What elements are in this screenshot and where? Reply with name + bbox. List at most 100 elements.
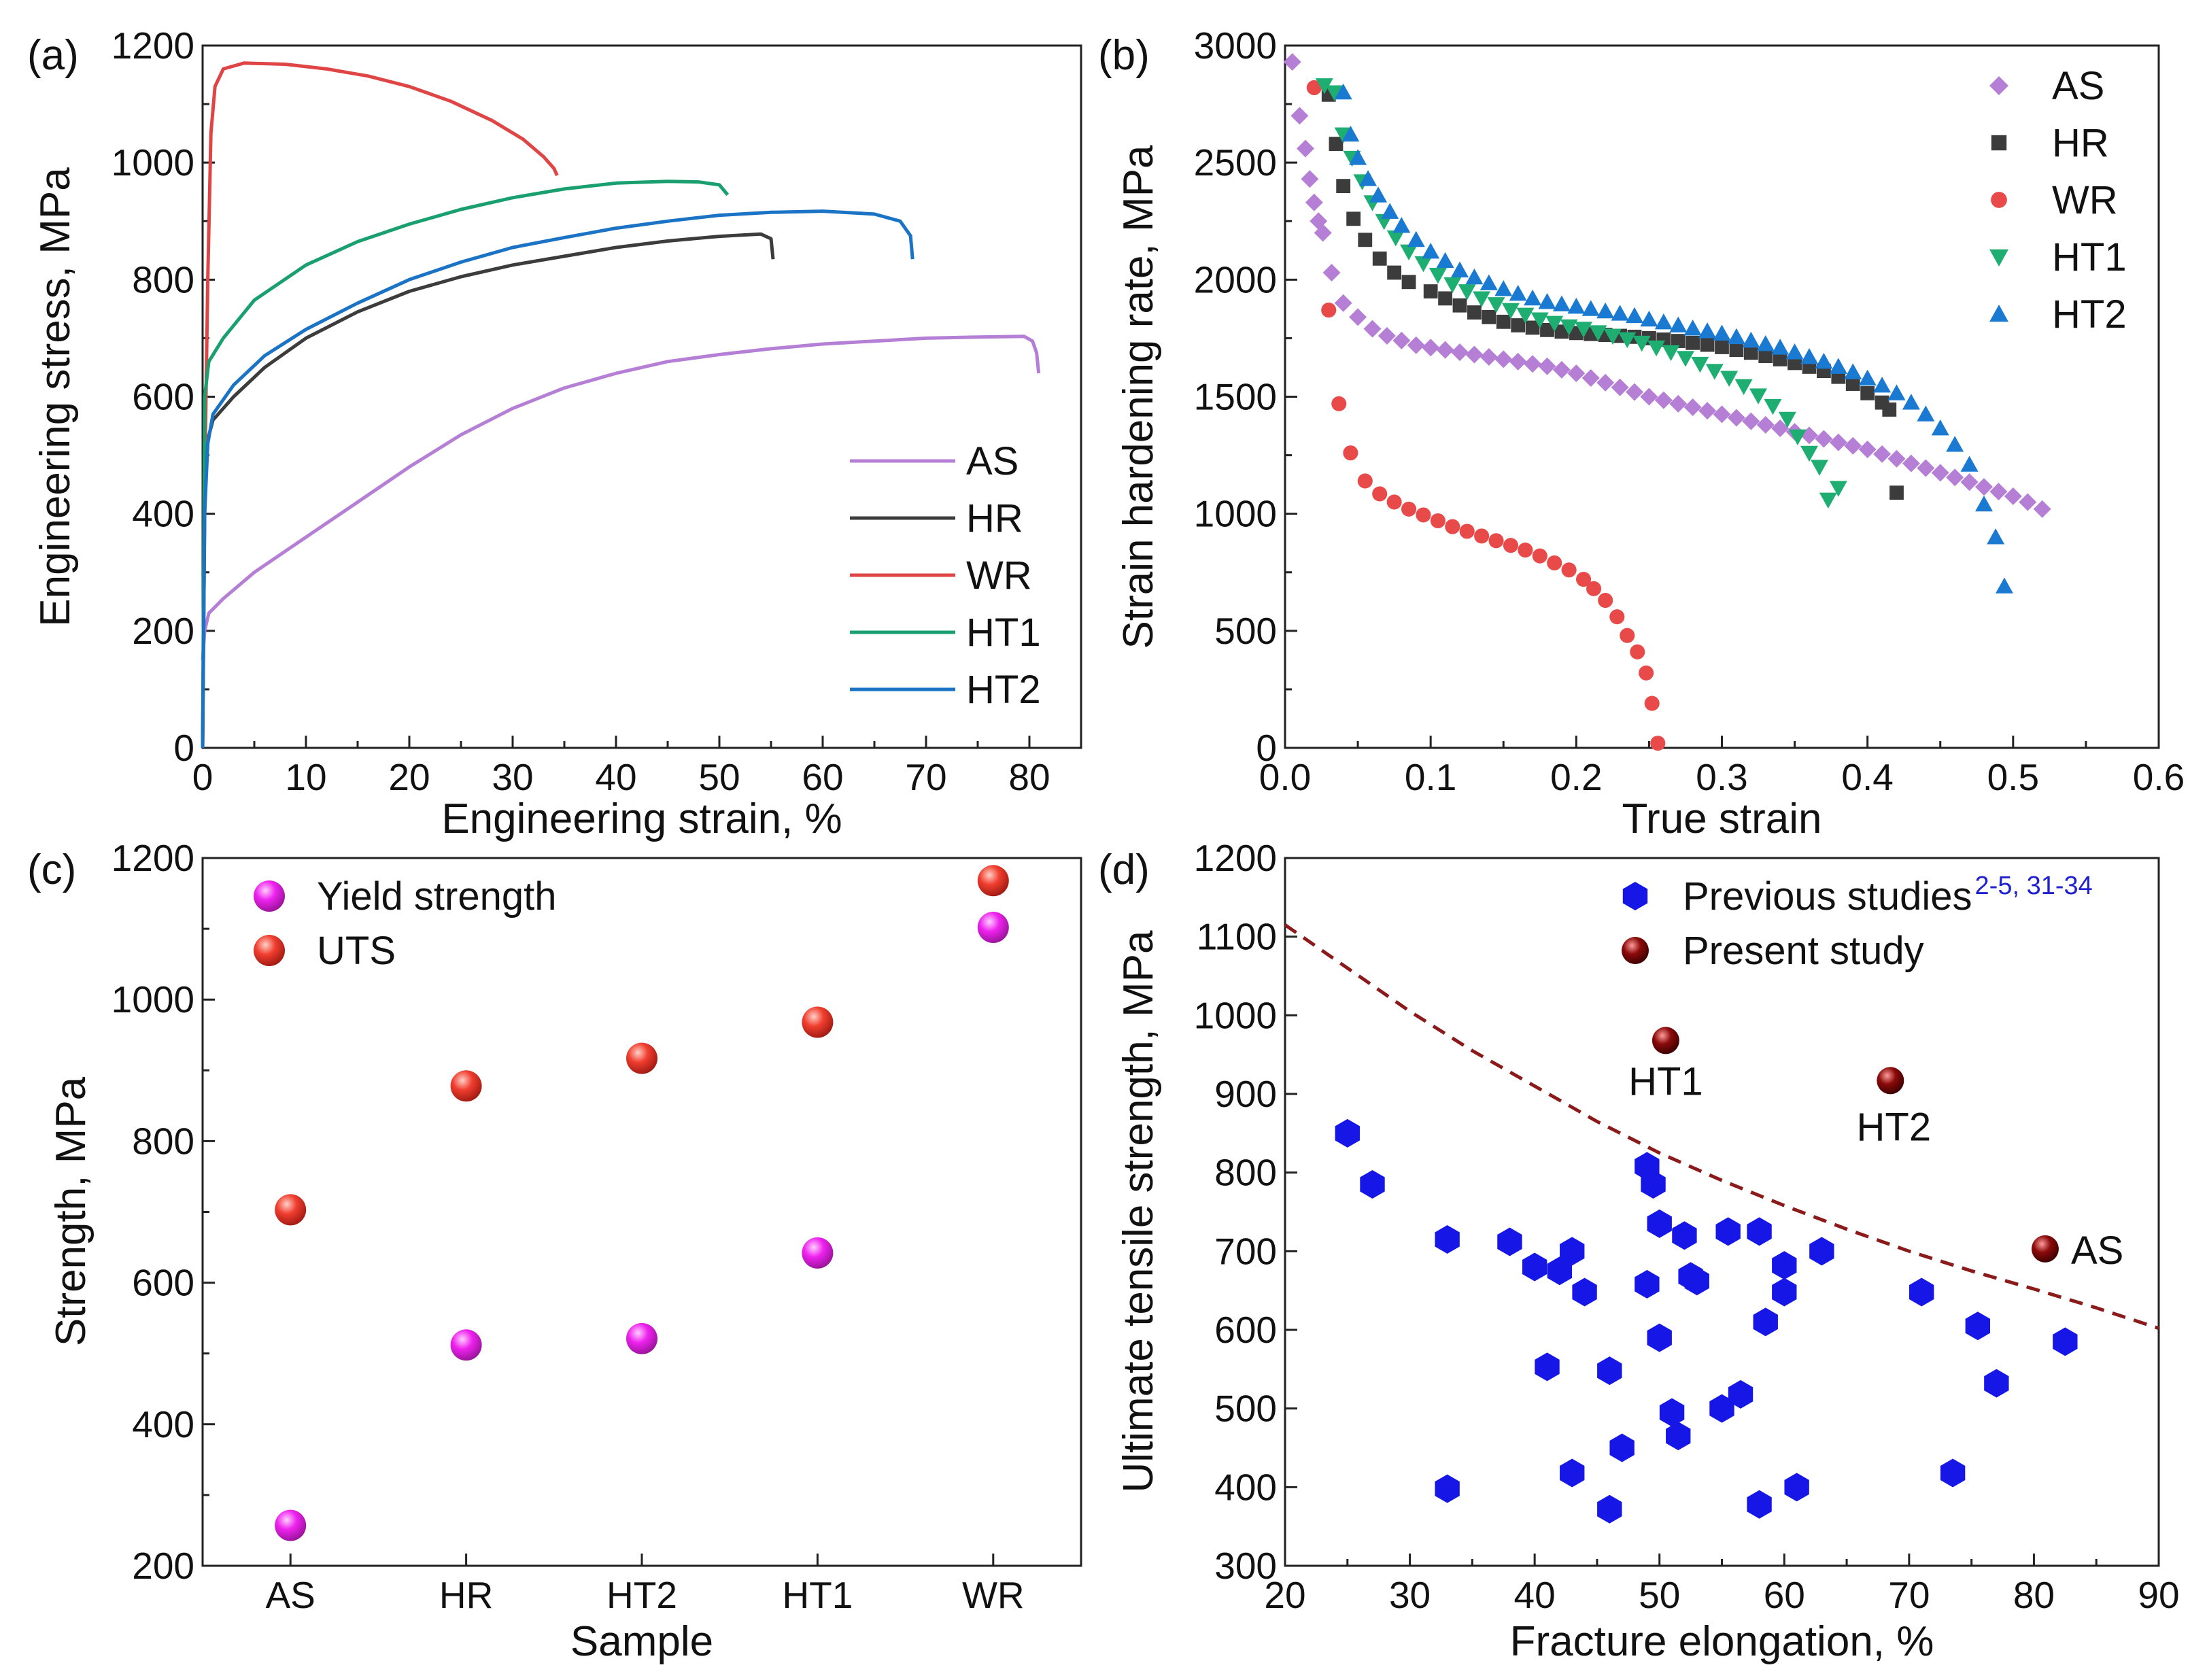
data-point [1360, 1170, 1385, 1199]
data-point [1620, 628, 1635, 643]
legend-marker-HR [1991, 135, 2007, 151]
data-point [1430, 513, 1445, 529]
data-point [1597, 1494, 1622, 1524]
data-point [1844, 363, 1862, 379]
data-point [1669, 316, 1688, 332]
data-point [1715, 1217, 1741, 1246]
legend-superscript: 2-5, 31-34 [1975, 872, 2093, 900]
data-point [1626, 307, 1643, 324]
data-point [1784, 1473, 1809, 1502]
data-point [1400, 244, 1418, 261]
data-point [1479, 347, 1498, 366]
data-point [1435, 1224, 1460, 1254]
data-point [1671, 334, 1686, 348]
data-point [1560, 319, 1578, 336]
data-point [1635, 1269, 1660, 1299]
data-point [1829, 358, 1847, 374]
data-point [1609, 609, 1625, 625]
series-line-HT2 [201, 209, 914, 749]
data-point [1386, 230, 1405, 247]
data-point [1995, 577, 2013, 594]
x-tick-label: 80 [2013, 1574, 2055, 1616]
y-tick-label: 400 [132, 493, 194, 535]
y-axis-title: Strain hardening rate, MPa [1115, 145, 1162, 649]
legend-marker-present-study [1622, 937, 1649, 964]
x-tick-label: 60 [802, 756, 843, 798]
x-tick-label: 90 [2138, 1574, 2179, 1616]
point-label: HT1 [1628, 1059, 1703, 1103]
y-tick-label: 200 [132, 1545, 194, 1587]
series-line-WR [201, 61, 559, 749]
data-point [1698, 322, 1717, 339]
y-tick-label: 1500 [1194, 376, 1277, 418]
data-point [1487, 297, 1505, 313]
data-point [1436, 252, 1454, 269]
data-point [1647, 1209, 1672, 1238]
x-tick-label: 40 [1514, 1574, 1556, 1616]
x-tick-label: 70 [905, 756, 946, 798]
data-point [1322, 264, 1341, 282]
data-point [1575, 572, 1592, 587]
data-point [1567, 297, 1586, 314]
data-point [1301, 170, 1319, 188]
data-point [1640, 310, 1658, 327]
data-point [1422, 339, 1440, 357]
y-tick-label: 800 [132, 1120, 194, 1162]
y-tick-label: 700 [1214, 1230, 1277, 1272]
data-point [1459, 524, 1475, 539]
data-point [1451, 261, 1469, 277]
x-tick-label: 0 [192, 756, 213, 798]
y-tick-label: 300 [1214, 1545, 1277, 1587]
data-point [1359, 170, 1378, 186]
y-tick-label: 1100 [1197, 916, 1277, 958]
data-point [1639, 665, 1654, 681]
data-point [1727, 328, 1745, 345]
data-point [1552, 360, 1571, 379]
series-line-HT1 [201, 179, 730, 749]
data-point [1772, 1278, 1797, 1307]
data-point [1603, 328, 1622, 345]
data-point [2004, 487, 2022, 505]
data-point [1647, 1323, 1672, 1352]
legend-marker-HT1 [1989, 249, 2008, 267]
data-point [1946, 436, 1964, 452]
data-point [1488, 533, 1504, 549]
data-point [1672, 1221, 1697, 1250]
data-point [1465, 268, 1484, 285]
data-point [1743, 345, 1758, 360]
data-point [1372, 251, 1387, 266]
data-point [1545, 315, 1564, 332]
data-point [1652, 1027, 1679, 1055]
data-point [1747, 1217, 1772, 1246]
data-point [1314, 224, 1332, 242]
data-point [1392, 217, 1411, 233]
panel-b: (b) True strain Strain hardening rate, MPa… [1098, 24, 2185, 842]
data-point [1640, 388, 1658, 406]
y-tick-label: 1200 [112, 837, 194, 879]
panel-d: (d) Fracture elongation, % Ultimate tensil… [1098, 837, 2180, 1665]
data-point [2053, 1327, 2078, 1356]
x-tick-label: 0.6 [2133, 756, 2185, 798]
series-HT2 [1334, 83, 2013, 594]
legend-label: WR [2052, 178, 2118, 222]
data-point [1581, 368, 1600, 387]
data-point [1873, 445, 1892, 463]
data-point [1931, 419, 1949, 436]
series-Yield strength [275, 912, 1009, 1541]
data-point [1522, 1252, 1547, 1282]
x-tick-label: 0.3 [1696, 756, 1747, 798]
x-tick-label: 0.4 [1841, 756, 1893, 798]
data-point [1691, 356, 1709, 373]
plot-frame [201, 44, 1082, 749]
y-tick-label: 500 [1214, 610, 1277, 652]
y-tick-label: 1200 [112, 24, 194, 67]
series-line-AS [201, 335, 1041, 661]
data-point [1887, 449, 1906, 468]
series-previous-studies [1335, 1118, 2078, 1524]
y-tick-label: 600 [132, 376, 194, 418]
data-point [1931, 464, 1949, 482]
data-point [1436, 341, 1454, 359]
data-point [1414, 256, 1433, 273]
data-point [1611, 305, 1629, 321]
legend-label: Yield strength [317, 874, 557, 919]
